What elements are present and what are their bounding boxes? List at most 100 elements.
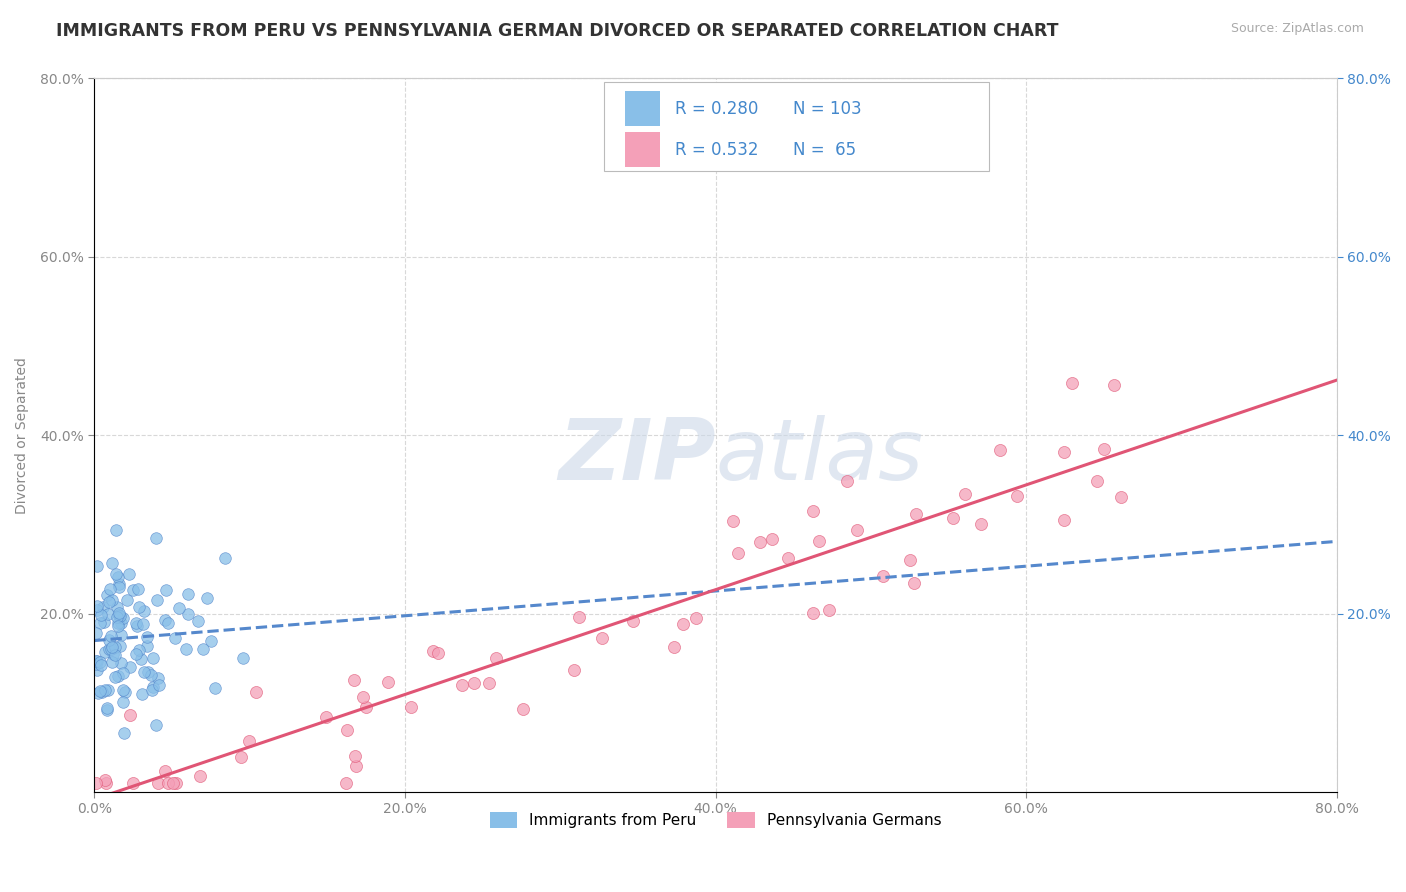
Point [84,657,107,671]
Point [125,647,148,661]
Point [104,648,127,662]
Text: R = 0.280: R = 0.280 [675,100,758,118]
Point [156,616,179,631]
Point [86,655,108,669]
Point [145,531,167,545]
Legend: Immigrants from Peru, Pennsylvania Germans: Immigrants from Peru, Pennsylvania Germa… [484,805,948,834]
Point [129,652,152,666]
Point [93,615,115,630]
Point [94,772,117,787]
Point [942,510,965,524]
Point [808,534,831,549]
Point [87,686,110,700]
Point [136,630,159,644]
Point [110,628,132,642]
Point [112,611,135,625]
Point [132,665,155,679]
Point [188,769,211,783]
Point [118,707,141,722]
Point [128,599,150,614]
Point [761,532,783,546]
Point [89,655,111,669]
Point [778,550,800,565]
Point [104,566,127,581]
Point [1111,490,1133,504]
Point [101,556,124,570]
Point [97,607,120,621]
Point [427,647,450,661]
Point [86,603,108,617]
Point [101,656,124,670]
Text: N =  65: N = 65 [793,141,856,159]
Point [90,608,112,623]
Point [352,690,374,705]
Point [165,632,187,646]
Text: atlas: atlas [716,415,924,498]
Point [422,644,444,658]
Point [749,534,772,549]
Point [187,614,209,628]
Point [399,700,422,714]
Point [568,610,591,624]
Point [153,613,176,627]
Point [94,776,117,790]
Point [112,726,135,740]
Point [98,642,121,657]
Point [165,776,187,790]
Point [91,685,114,699]
Point [100,629,122,643]
Point [232,651,254,665]
Point [846,523,869,537]
Point [97,595,120,609]
Point [86,558,108,573]
Text: IMMIGRANTS FROM PERU VS PENNSYLVANIA GERMAN DIVORCED OR SEPARATED CORRELATION CH: IMMIGRANTS FROM PERU VS PENNSYLVANIA GER… [56,22,1059,40]
Point [98,582,121,596]
Point [91,599,114,614]
Point [451,678,474,692]
Point [727,546,749,560]
Point [96,703,118,717]
Point [662,640,685,654]
Point [94,682,117,697]
Point [105,599,128,614]
Point [155,582,177,597]
Point [93,645,115,659]
Point [131,687,153,701]
Point [108,606,131,620]
Point [114,685,136,699]
Point [204,681,226,696]
Point [1062,376,1084,390]
Point [354,699,377,714]
Point [591,631,613,645]
Bar [624,133,659,167]
Point [621,614,644,628]
Point [672,616,695,631]
Point [112,695,135,709]
Point [801,504,824,518]
Point [107,570,129,584]
Point [142,680,165,694]
Point [108,608,131,623]
Point [485,650,508,665]
Point [141,683,163,698]
Point [97,633,120,648]
Text: N = 103: N = 103 [793,100,862,118]
Point [101,593,124,607]
Point [132,617,155,632]
Point [1007,489,1029,503]
Point [315,710,337,724]
Point [84,625,107,640]
Point [344,759,367,773]
Point [107,609,129,624]
Point [970,516,993,531]
Point [238,734,260,748]
Point [903,576,925,591]
Point [110,615,132,630]
Point [904,507,927,521]
Point [818,603,841,617]
Point [200,634,222,648]
Point [335,723,357,737]
Point [343,673,366,687]
Point [162,776,184,790]
Point [1102,378,1125,392]
